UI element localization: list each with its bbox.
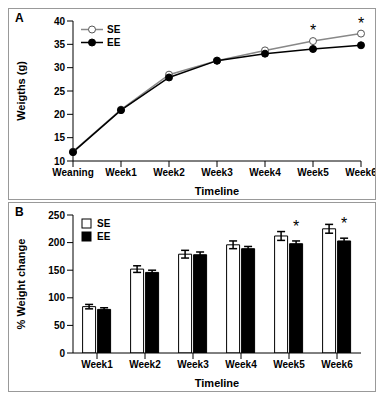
svg-text:0: 0 <box>59 348 65 359</box>
svg-text:15: 15 <box>54 132 66 143</box>
svg-text:Week3: Week3 <box>201 167 233 178</box>
html-text:SE: SE <box>107 24 121 35</box>
svg-text:Week5: Week5 <box>273 359 305 370</box>
html-text:SE: SE <box>97 218 111 229</box>
html-text:EE: EE <box>97 231 111 242</box>
svg-text:100: 100 <box>48 292 65 303</box>
svg-text:Week6: Week6 <box>321 359 353 370</box>
svg-text:10: 10 <box>54 156 66 167</box>
svg-text:Week4: Week4 <box>225 359 257 370</box>
svg-text:Weigths (g): Weigths (g) <box>15 61 27 121</box>
svg-text:Week3: Week3 <box>177 359 209 370</box>
svg-text:*: * <box>310 22 316 39</box>
html-text:B: B <box>15 205 24 219</box>
html-text:A: A <box>15 11 24 25</box>
svg-text:200: 200 <box>48 237 65 248</box>
svg-text:Week2: Week2 <box>153 167 185 178</box>
svg-text:% Weight change: % Weight change <box>15 239 27 330</box>
svg-text:30: 30 <box>54 62 66 73</box>
svg-text:Weaning: Weaning <box>52 167 93 178</box>
svg-text:25: 25 <box>54 86 66 97</box>
html-text:EE: EE <box>107 37 121 48</box>
svg-text:50: 50 <box>54 320 66 331</box>
svg-text:Week4: Week4 <box>249 167 281 178</box>
svg-text:Timeline: Timeline <box>195 185 239 197</box>
svg-text:Week1: Week1 <box>81 359 113 370</box>
svg-text:20: 20 <box>54 109 66 120</box>
svg-text:35: 35 <box>54 39 66 50</box>
svg-text:Week2: Week2 <box>129 359 161 370</box>
svg-text:*: * <box>293 218 299 235</box>
svg-text:Week5: Week5 <box>297 167 329 178</box>
svg-text:150: 150 <box>48 265 65 276</box>
svg-text:*: * <box>358 15 364 32</box>
svg-text:Week1: Week1 <box>105 167 137 178</box>
svg-text:*: * <box>341 215 347 232</box>
svg-text:250: 250 <box>48 210 65 221</box>
svg-text:40: 40 <box>54 16 66 27</box>
svg-text:Timeline: Timeline <box>195 377 239 389</box>
svg-text:Week6: Week6 <box>345 167 375 178</box>
